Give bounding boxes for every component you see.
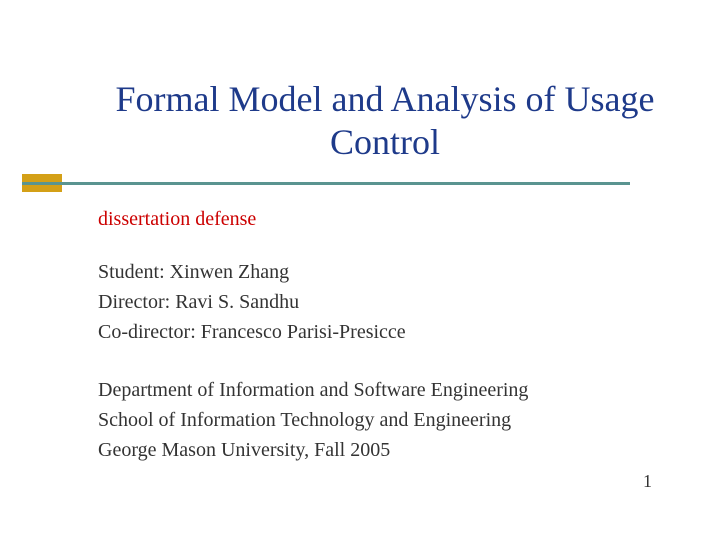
defense-label: dissertation defense [98,208,660,231]
content-block: dissertation defense Student: Xinwen Zha… [98,208,660,465]
slide-container: Formal Model and Analysis of Usage Contr… [0,0,720,540]
title-underline [0,180,630,192]
slide-title: Formal Model and Analysis of Usage Contr… [110,78,660,164]
university-line: George Mason University, Fall 2005 [98,435,660,465]
codirector-line: Co-director: Francesco Parisi-Presicce [98,317,660,347]
student-line: Student: Xinwen Zhang [98,257,660,287]
page-number: 1 [643,471,652,492]
director-line: Director: Ravi S. Sandhu [98,287,660,317]
accent-line [22,182,630,185]
school-line: School of Information Technology and Eng… [98,405,660,435]
dept-line: Department of Information and Software E… [98,375,660,405]
department-block: Department of Information and Software E… [98,375,660,465]
